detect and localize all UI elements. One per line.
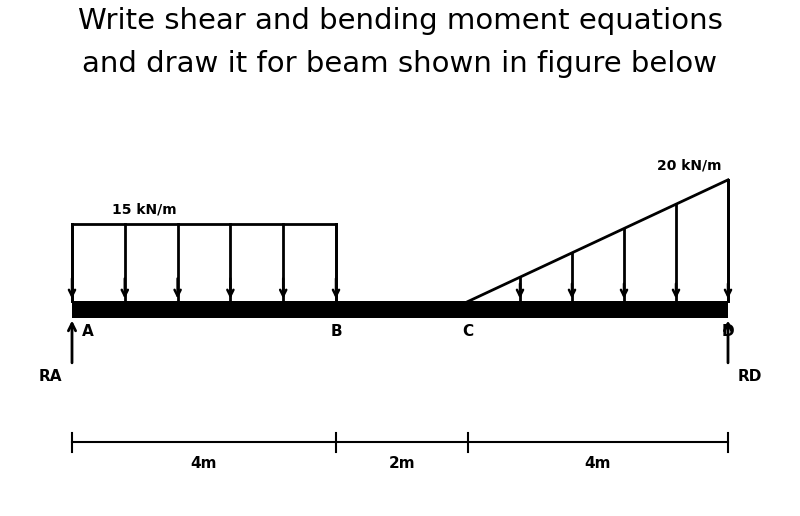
- Text: 2m: 2m: [389, 456, 415, 471]
- Text: 20 kN/m: 20 kN/m: [657, 158, 722, 172]
- Text: RA: RA: [39, 369, 62, 384]
- Text: 15 kN/m: 15 kN/m: [112, 203, 177, 217]
- Text: and draw it for beam shown in figure below: and draw it for beam shown in figure bel…: [82, 50, 718, 78]
- Text: C: C: [462, 324, 474, 338]
- Text: 4m: 4m: [190, 456, 218, 471]
- Text: A: A: [82, 324, 94, 338]
- Text: Write shear and bending moment equations: Write shear and bending moment equations: [78, 7, 722, 36]
- Text: RD: RD: [738, 369, 762, 384]
- Text: D: D: [722, 324, 734, 338]
- Bar: [72, 301, 728, 318]
- Text: 4m: 4m: [585, 456, 611, 471]
- Text: B: B: [330, 324, 342, 338]
